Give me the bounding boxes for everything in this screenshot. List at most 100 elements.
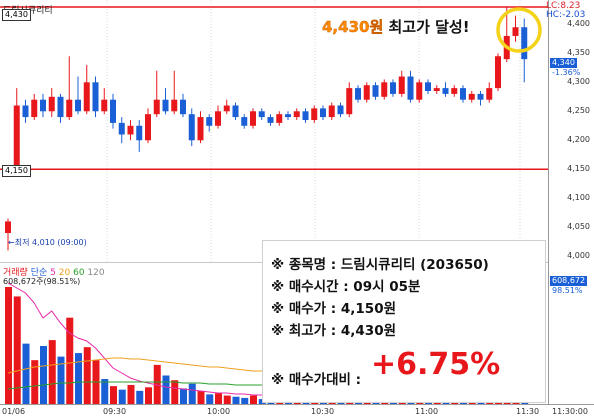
candle-body [13, 105, 20, 170]
candle-body [101, 99, 108, 112]
candle-body [180, 99, 186, 115]
candlestick-chart[interactable] [0, 0, 548, 262]
time-label-1030: 10:30 [311, 407, 335, 416]
volume-bar [136, 390, 144, 405]
volume-bar [48, 340, 56, 405]
candle-body [320, 108, 326, 118]
volume-bar [75, 353, 82, 405]
high-price-tag: 4,430 [2, 9, 31, 21]
candle-body [355, 88, 361, 100]
candle-body [153, 99, 160, 115]
current-price-box: 4,340 [550, 58, 577, 68]
time-label-0930: 09:30 [103, 407, 127, 416]
volume-bar [13, 296, 21, 405]
candle-body [57, 96, 64, 118]
info-row-high: ※ 최고가 : 4,430원 [271, 319, 396, 339]
candle-body [363, 85, 370, 100]
candle-body [328, 105, 335, 118]
candle-body [162, 99, 169, 112]
bullet: ※ [271, 372, 285, 388]
candle-body [118, 122, 125, 135]
candle-body [390, 82, 396, 94]
candle-body [372, 85, 379, 97]
axis-tick-label: 4,400 [567, 19, 590, 29]
buy-price-tag: 4,150 [2, 165, 31, 177]
info-row-ratio: ※ 매수가대비 : [271, 368, 361, 388]
candle-body [92, 82, 99, 112]
time-axis[interactable]: 01/06 09:30 10:00 10:30 11:00 11:30 11:3… [0, 404, 594, 419]
candle-body [276, 114, 283, 123]
candle-body [197, 117, 204, 141]
candle-body [48, 96, 55, 112]
volume-legend: 거래량 단순 5 20 60 120 [3, 265, 105, 278]
candle-body [171, 99, 178, 112]
volume-bar [171, 380, 179, 405]
candle-body [425, 82, 431, 92]
candle-body [145, 114, 151, 141]
volume-info: 608,672주(98.51%) [3, 277, 81, 286]
candle-body [311, 108, 318, 120]
time-label-date: 01/06 [2, 407, 26, 416]
candle-body [83, 82, 90, 112]
info-text: 최고가 : 4,430원 [288, 323, 397, 339]
info-text: 매수가 : 4,150원 [288, 301, 397, 317]
time-label-right: 11:30:00 [552, 407, 588, 416]
candle-body [433, 88, 440, 92]
volume-bar [5, 287, 12, 405]
info-row-name: ※ 종목명 : 드림시큐리티 (203650) [271, 253, 489, 273]
candle-body [416, 82, 423, 100]
volume-bar [188, 383, 196, 405]
candle-body [521, 27, 528, 60]
candle-body [66, 99, 73, 118]
volume-bar [31, 360, 39, 405]
volume-bar [101, 379, 109, 405]
candle-body [337, 105, 344, 115]
volume-bar [118, 389, 126, 405]
candle-body [267, 117, 274, 123]
volume-bar [57, 356, 65, 405]
time-label-1100: 11:00 [415, 407, 439, 416]
volume-bar [197, 390, 205, 405]
volume-bar [232, 396, 240, 405]
candle-body [241, 117, 248, 126]
bullet: ※ [271, 257, 285, 273]
axis-tick-label: 4,250 [567, 106, 590, 116]
candle-body [136, 125, 143, 141]
axis-tick-label: 4,100 [567, 193, 590, 203]
candle-body [302, 111, 309, 120]
volume-bar [145, 387, 152, 405]
volume-bar [66, 317, 74, 405]
axis-tick-label: 4,000 [567, 251, 590, 261]
current-change-box: -1.36% [550, 68, 583, 78]
volume-pct-box: 98.51% [550, 286, 585, 296]
candle-body [110, 99, 116, 123]
candle-body [75, 99, 81, 112]
min-price-label: ←최저 4,010 (09:00) [8, 238, 87, 247]
candle-body [381, 82, 388, 97]
legend-name: 거래량 [3, 268, 28, 278]
volume-bar [83, 347, 91, 405]
candle-body [346, 88, 353, 115]
legend-simple: 단순 [30, 268, 48, 278]
candle-body [398, 76, 405, 94]
legend-ma120: 120 [87, 268, 105, 278]
hc-label: HC:-2.03 [546, 10, 586, 20]
volume-bar [162, 375, 170, 405]
volume-value-box: 608,672 [550, 276, 588, 286]
info-row-buy: ※ 매수가 : 4,150원 [271, 297, 396, 317]
bullet: ※ [271, 279, 285, 295]
ratio-label: 매수가대비 : [288, 372, 362, 388]
volume-bar [110, 386, 117, 405]
volume-bar [241, 397, 249, 405]
axis-tick-label: 4,150 [567, 164, 590, 174]
candle-body [5, 221, 11, 234]
trade-info-card: ※ 종목명 : 드림시큐리티 (203650) ※ 매수시간 : 09시 05분… [262, 240, 546, 403]
candle-body [40, 99, 46, 112]
ratio-value: +6.75% [371, 347, 501, 382]
price-pane[interactable]: 드림시큐리티 4,430 4,150 ←최저 4,010 (09:00) 4,4… [0, 0, 548, 262]
candle-body [442, 88, 449, 94]
volume-bar [127, 384, 135, 405]
candle-body [460, 88, 466, 100]
candle-body [223, 105, 230, 112]
